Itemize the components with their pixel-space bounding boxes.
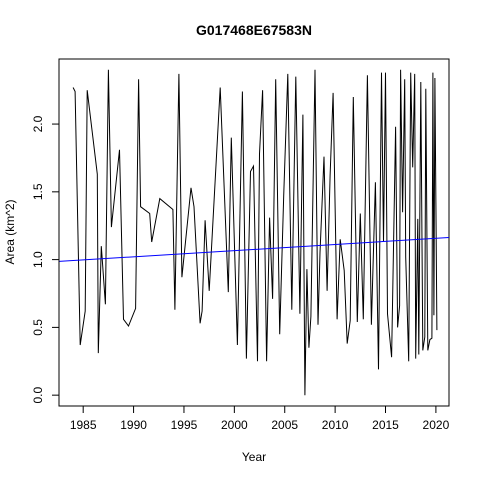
y-tick-label: 0.0 — [31, 386, 45, 403]
y-tick-label: 1.5 — [31, 183, 45, 200]
y-axis: 0.0 0.5 1.0 1.5 2.0 — [31, 115, 60, 404]
plot-frame — [58, 58, 450, 407]
x-tick-label: 2000 — [221, 418, 248, 432]
x-axis-label: Year — [242, 450, 266, 464]
chart-title: G017468E67583N — [196, 22, 312, 38]
series-layer — [58, 69, 450, 396]
x-tick-label: 1985 — [70, 418, 97, 432]
x-tick-label: 2020 — [423, 418, 450, 432]
x-tick-label: 1995 — [171, 418, 198, 432]
y-tick-label: 2.0 — [31, 115, 45, 132]
trend-line — [58, 237, 450, 262]
x-tick-label: 2005 — [271, 418, 298, 432]
y-tick-label: 0.5 — [31, 319, 45, 336]
x-axis: 1985 1990 1995 2000 2005 2010 2015 2020 — [70, 405, 450, 432]
y-axis-label: Area (km^2) — [3, 200, 17, 265]
x-tick-label: 2015 — [372, 418, 399, 432]
x-tick-label: 1990 — [120, 418, 147, 432]
x-tick-label: 2010 — [322, 418, 349, 432]
area-series-line — [72, 69, 438, 396]
y-tick-label: 1.0 — [31, 251, 45, 268]
